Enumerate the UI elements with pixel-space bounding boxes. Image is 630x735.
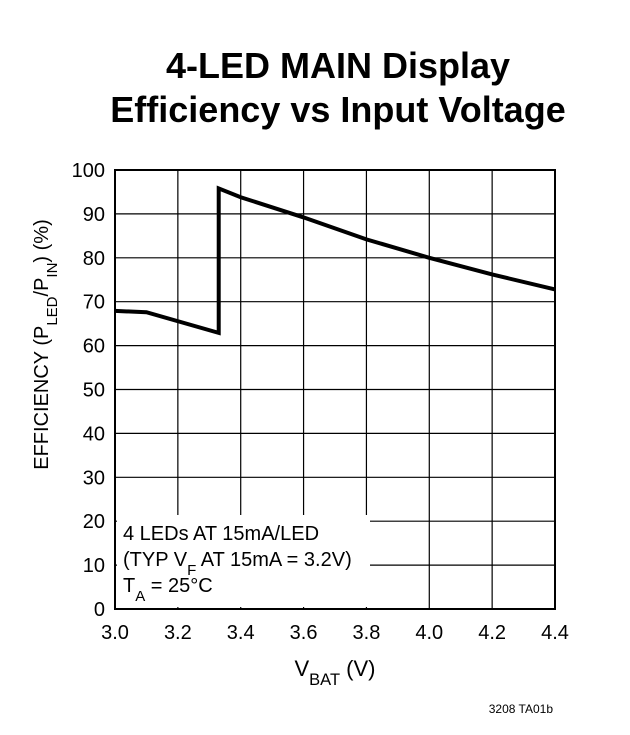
y-tick-label: 0	[94, 599, 105, 621]
chart-title: Efficiency vs Input Voltage	[110, 89, 565, 130]
y-tick-label: 20	[83, 511, 105, 533]
text-part: T	[123, 575, 135, 597]
text-part: A	[135, 588, 145, 605]
y-tick-label: 40	[83, 423, 105, 445]
text-part: F	[187, 562, 196, 579]
y-tick-label: 10	[83, 555, 105, 577]
annotation: TA = 25°C	[123, 575, 213, 605]
x-tick-label: 3.8	[353, 622, 381, 644]
plot-frame	[114, 169, 556, 610]
data-line	[114, 185, 556, 336]
footnote: 3208 TA01b	[489, 702, 554, 716]
y-tick-label: 90	[83, 204, 105, 226]
y-tick-label: 70	[83, 292, 105, 314]
x-tick-label: 4.4	[541, 622, 569, 644]
text-part: /P	[31, 278, 53, 297]
text-part: AT 15mA = 3.2V)	[196, 549, 351, 571]
x-tick-label: 3.0	[101, 622, 129, 644]
y-tick-label: 80	[83, 248, 105, 270]
x-tick-label: 3.6	[290, 622, 318, 644]
text-part: (V)	[340, 656, 375, 681]
y-axis-label: EFFICIENCY (PLED/PIN) (%)	[31, 219, 61, 470]
annotation: (TYP VF AT 15mA = 3.2V)	[123, 549, 352, 579]
x-tick-label: 3.2	[164, 622, 192, 644]
y-tick-label: 60	[83, 336, 105, 358]
x-tick-label: 3.4	[227, 622, 255, 644]
y-tick-label: 100	[72, 160, 105, 182]
chart-title: 4-LED MAIN Display	[166, 45, 510, 86]
x-axis-label: VBAT (V)	[294, 656, 375, 689]
x-tick-label: 4.0	[415, 622, 443, 644]
text-part: IN	[44, 263, 61, 278]
text-part: ) (%)	[31, 219, 53, 262]
annotation: 4 LEDs AT 15mA/LED	[123, 523, 319, 545]
y-tick-label: 30	[83, 467, 105, 489]
text-part: BAT	[309, 671, 340, 689]
text-part: LED	[44, 296, 61, 325]
y-tick-label: 50	[83, 380, 105, 402]
text-part: = 25°C	[145, 575, 212, 597]
annotation-background	[117, 515, 370, 607]
x-tick-label: 4.2	[478, 622, 506, 644]
text-part: EFFICIENCY (P	[31, 326, 53, 470]
text-part: V	[294, 656, 309, 681]
text-part: 4 LEDs AT 15mA/LED	[123, 523, 319, 545]
text-part: (TYP V	[123, 549, 188, 571]
